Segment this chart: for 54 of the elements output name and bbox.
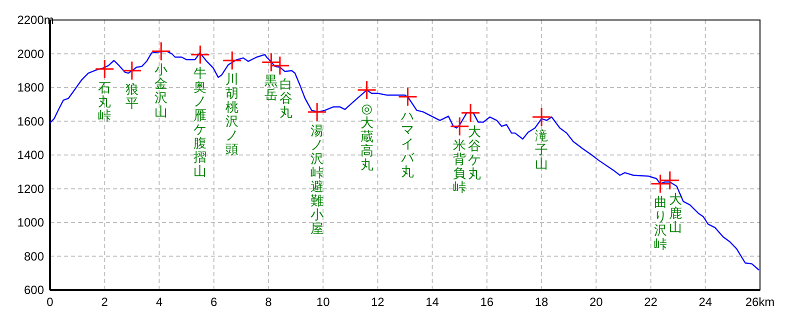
point [307, 102, 327, 122]
annotation: 小金沢山 [154, 62, 168, 120]
annotation: ハマイバ丸 [400, 108, 416, 179]
annotation: 石丸峠 [98, 80, 112, 123]
x-tick-label: 4 [156, 295, 163, 309]
x-tick-label: 26km [745, 295, 775, 309]
y-tick-label: 1400 [17, 148, 44, 162]
point [357, 80, 377, 100]
point [122, 60, 142, 80]
annotation: 川胡桃沢ノ頭 [226, 72, 239, 156]
x-tick-label: 22 [644, 295, 658, 309]
x-tick-label: 12 [371, 295, 385, 309]
point [660, 170, 680, 190]
annotation: 白谷丸 [280, 76, 293, 120]
x-tick-label: 14 [426, 295, 440, 309]
line-series [49, 50, 760, 270]
x-tick-label: 16 [480, 295, 494, 309]
y-tick-label: 1800 [17, 80, 44, 94]
x-tick-label: 18 [534, 295, 549, 309]
x-tick-label: 8 [265, 295, 272, 309]
point [532, 107, 552, 127]
point [190, 44, 210, 64]
point [650, 174, 670, 194]
y-tick-label: 600 [24, 283, 44, 297]
x-tick-label: 10 [316, 295, 330, 309]
point [94, 59, 114, 79]
annotation: 滝子山 [535, 128, 548, 172]
x-tick-label: 0 [46, 295, 54, 309]
point [460, 103, 480, 123]
point [398, 87, 418, 107]
y-tick-label: 2200m [17, 13, 54, 27]
point [222, 50, 242, 70]
y-tick-label: 800 [24, 249, 44, 264]
x-tick-label: 20 [589, 295, 604, 309]
annotation: 米背負峠 [453, 137, 466, 194]
x-tick-label: 24 [698, 295, 712, 309]
annotation: 黒岳 [264, 73, 278, 102]
annotation: 牛奥ノ雁ケ腹摺山 [194, 66, 207, 179]
x-tick-label: 6 [210, 295, 218, 309]
y-tick-label: 1200 [17, 182, 44, 196]
point [450, 116, 470, 136]
point [261, 52, 281, 72]
y-tick-label: 2000 [17, 46, 44, 61]
annotation: 大谷ケ丸 [468, 124, 482, 181]
annotation: 曲り沢峠 [654, 194, 667, 252]
annotation: 大鹿山 [668, 191, 682, 234]
annotation: ◎大蔵高丸 [360, 101, 374, 172]
y-tick-label: 1600 [17, 114, 44, 128]
y-tick-label: 1000 [17, 216, 44, 230]
x-tick-label: 2 [101, 295, 108, 309]
annotation: 狼平 [125, 82, 138, 111]
point [270, 56, 290, 76]
annotation: 湯ノ沢峠避難小屋 [310, 122, 324, 236]
point [151, 41, 171, 61]
